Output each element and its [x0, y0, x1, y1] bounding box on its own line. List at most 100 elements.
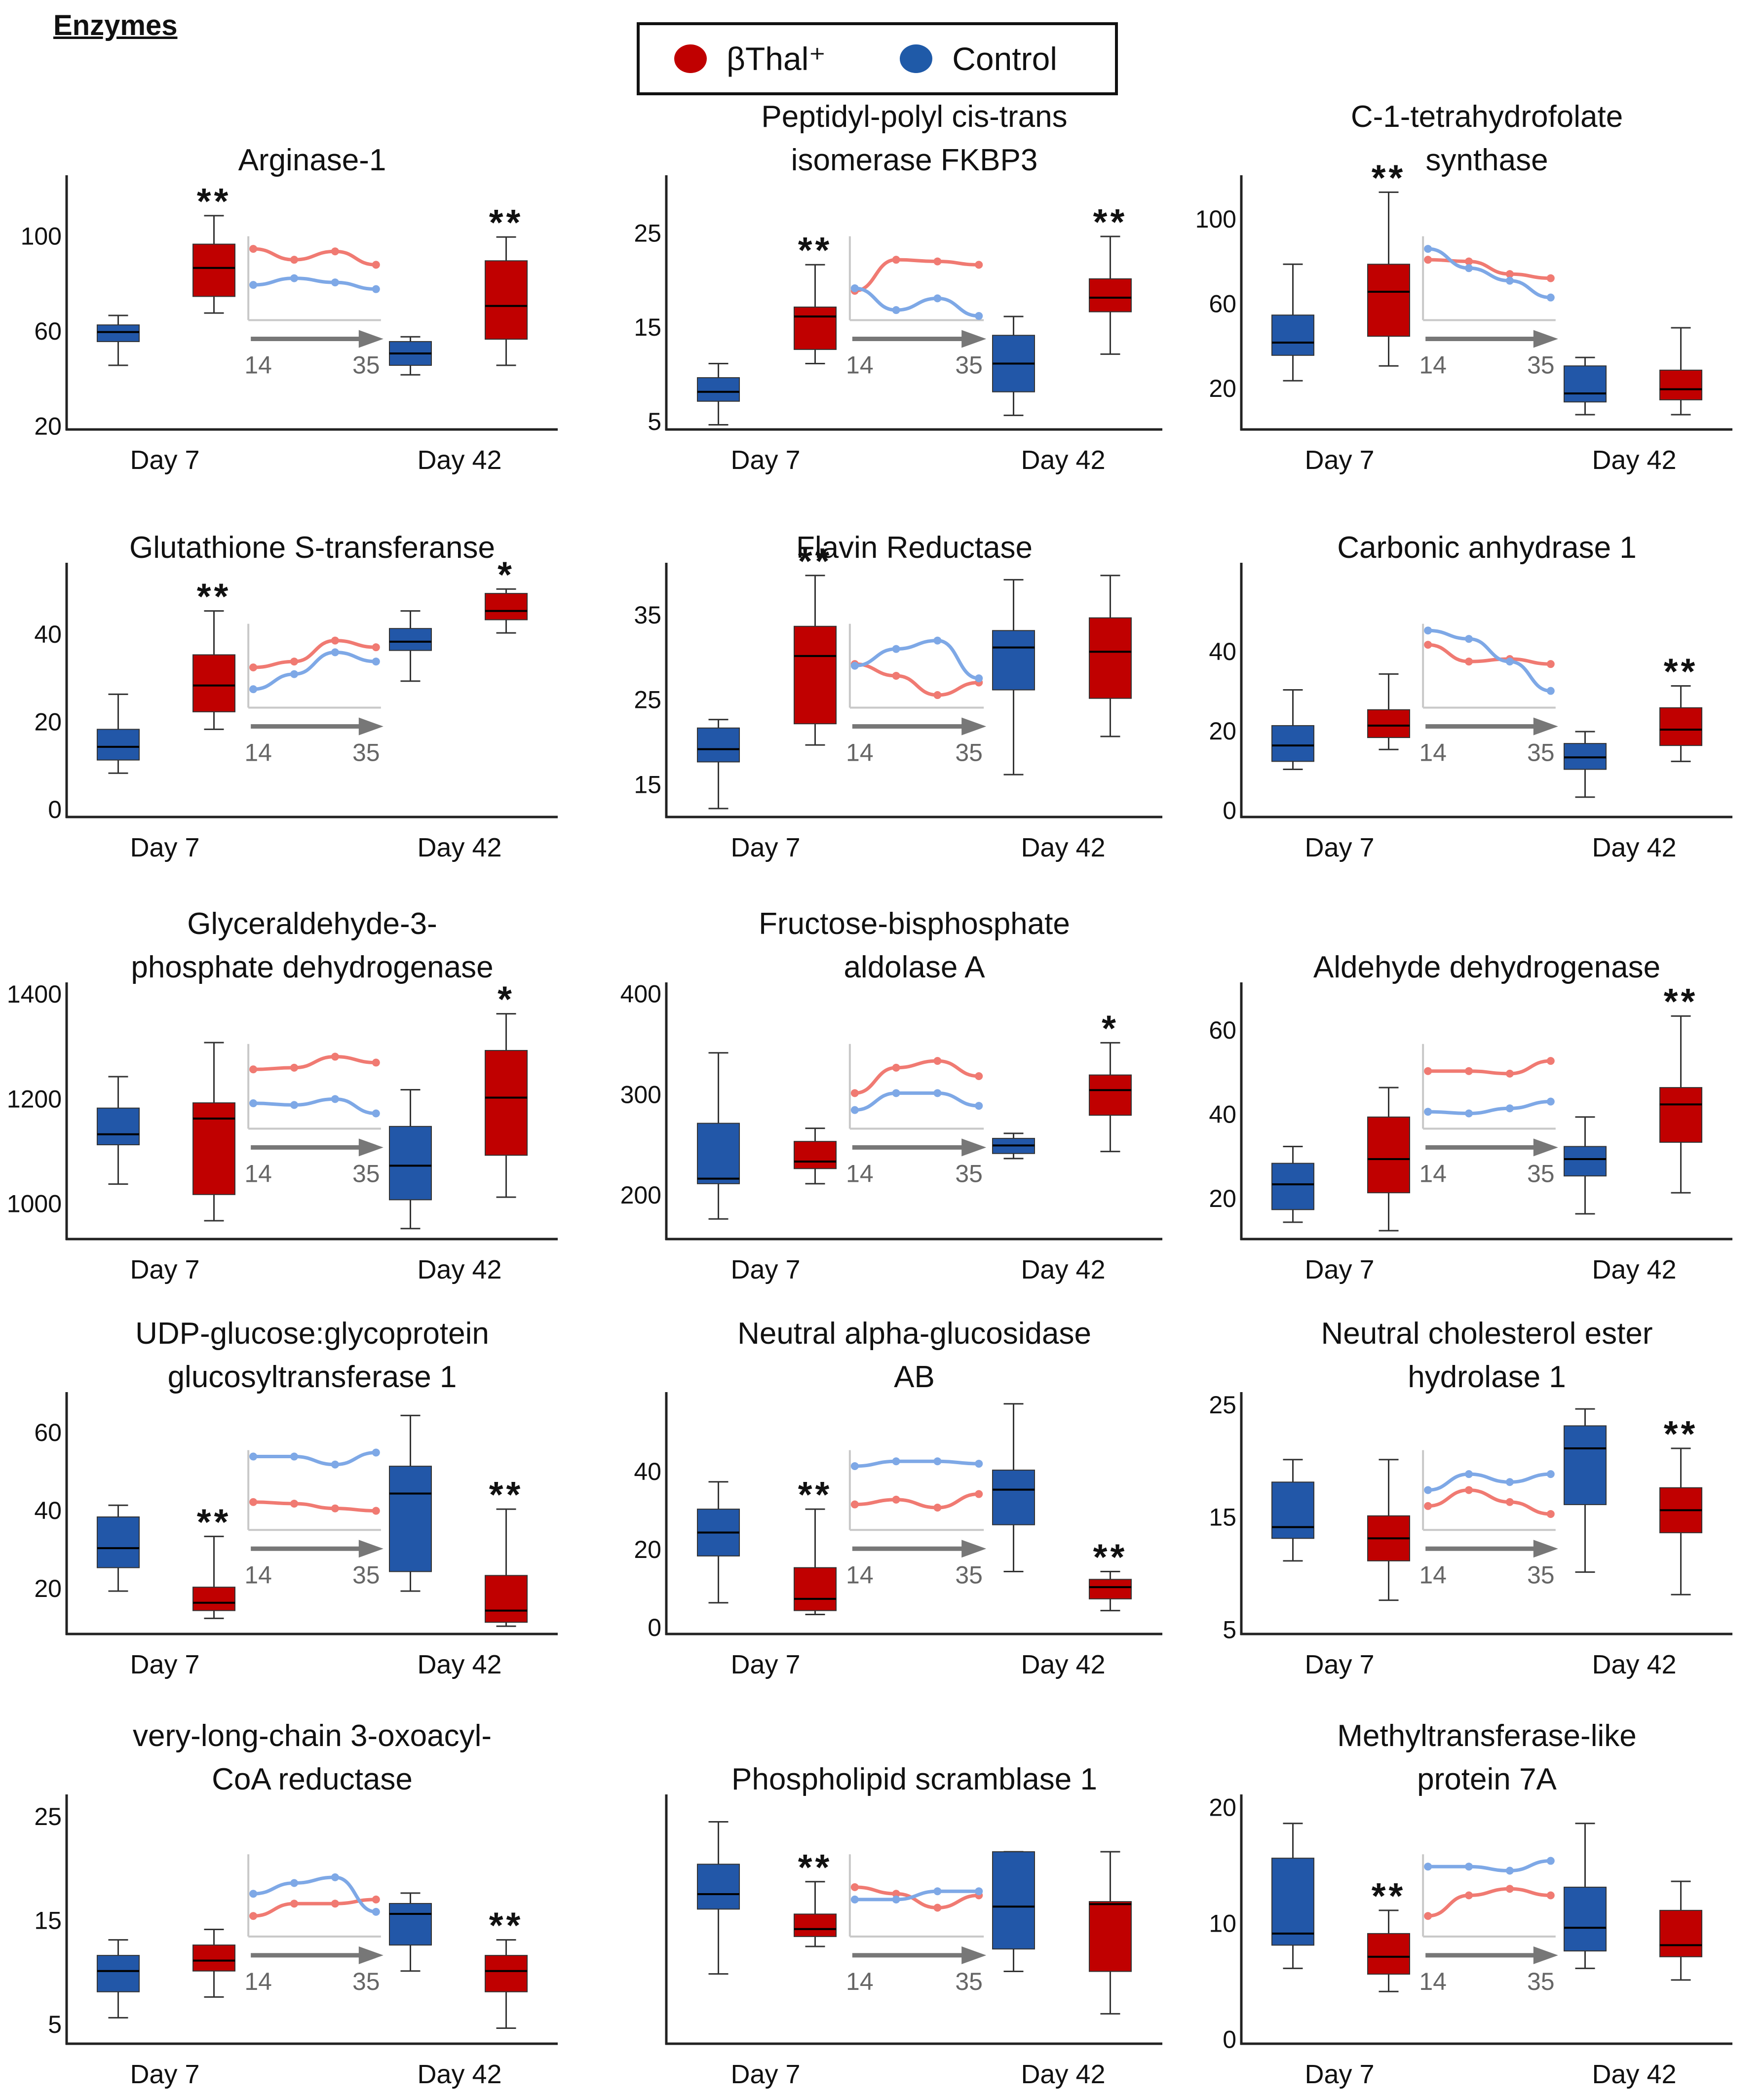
box-iqr [794, 1141, 837, 1169]
legend-item-control: Control [900, 40, 1057, 78]
chart-9: Aldehyde dehydrogenase 20 40 60 Day 7 Day 42 *… [1209, 950, 1732, 1284]
chart-title-line: Carbonic anhydrase 1 [1337, 531, 1637, 565]
box-control-day42 [1564, 1116, 1607, 1215]
inset-line-thal [1428, 643, 1551, 666]
box-iqr [389, 628, 432, 651]
inset-arrow-head [961, 717, 987, 736]
box-thal-day7 [192, 1535, 235, 1619]
box-control-day7 [96, 1939, 140, 2019]
inset-point-thal [290, 1499, 299, 1508]
inset-x-start-label: 14 [244, 1561, 272, 1589]
inset-point-control [249, 281, 258, 289]
y-tick-label: 40 [34, 1497, 62, 1524]
box-control-day7 [697, 1481, 740, 1604]
box-iqr [192, 1944, 235, 1972]
box-control-day42 [1564, 356, 1607, 416]
box-iqr [96, 1107, 140, 1145]
box-thal-day7 [1367, 191, 1410, 367]
x-category-label: Day 7 [1304, 1650, 1374, 1679]
significance-marker: ** [1664, 1413, 1698, 1454]
inset-trend: 14 35 [244, 623, 383, 767]
chart-8: Fructose-bisphosphate aldolase A 200 300 400… [620, 907, 1162, 1284]
inset-trend: 14 35 [244, 1854, 383, 1995]
chart-15: Methyltransferase-like protein 7A 0 10 20 Day… [1209, 1719, 1732, 2089]
inset-x-start-label: 14 [846, 739, 874, 767]
chart-title-line: C-1-tetrahydrofolate [1351, 100, 1623, 134]
inset-point-control [249, 1890, 258, 1898]
box-iqr [1367, 1116, 1410, 1194]
y-tick-label: 25 [34, 1803, 62, 1830]
inset-point-thal [1465, 1486, 1473, 1494]
inset-trend: 14 35 [1419, 1450, 1558, 1589]
inset-point-thal [892, 1495, 900, 1504]
inset-line-control [1427, 247, 1551, 300]
box-thal-day42 [1088, 575, 1132, 738]
inset-line-thal [854, 1059, 979, 1095]
inset-point-thal [372, 643, 380, 652]
y-tick-label: 0 [1223, 2025, 1236, 2053]
chart-13: very-long-chain 3-oxoacyl- CoA reductase 5… [34, 1719, 558, 2089]
inset-point-thal [1465, 1067, 1473, 1075]
inset-point-control [1424, 1108, 1432, 1116]
inset-point-control [1465, 1863, 1473, 1871]
inset-x-end-label: 35 [955, 739, 983, 767]
chart-title-line: phosphate dehydrogenase [131, 950, 493, 984]
inset-x-end-label: 35 [1527, 351, 1555, 379]
significance-marker: ** [1093, 201, 1128, 242]
inset-line-thal [1427, 1887, 1551, 1918]
box-iqr [1271, 1858, 1314, 1946]
significance-marker: ** [489, 1905, 524, 1946]
inset-x-end-label: 35 [1527, 1160, 1555, 1187]
inset-point-control [892, 1089, 900, 1097]
inset-line-control [854, 639, 979, 680]
inset-line-control [253, 1450, 376, 1467]
inset-arrow-head [358, 1540, 383, 1558]
x-category-label: Day 42 [1592, 1650, 1676, 1679]
inset-arrow-head [358, 1138, 383, 1157]
box-iqr [1088, 1579, 1132, 1599]
inset-trend: 14 35 [846, 1450, 987, 1589]
box-iqr [1271, 1481, 1314, 1539]
inset-x-start-label: 14 [1419, 1968, 1447, 1995]
x-category-label: Day 42 [1021, 833, 1105, 862]
chart-title-line: Fructose-bisphosphate [759, 907, 1070, 941]
inset-point-thal [1505, 270, 1514, 278]
y-tick-label: 25 [634, 219, 661, 247]
inset-point-control [933, 294, 942, 303]
inset-point-thal [249, 1498, 258, 1506]
inset-point-control [892, 1457, 900, 1466]
inset-line-thal [253, 1500, 376, 1513]
box-control-day42 [389, 1414, 432, 1592]
y-tick-label: 40 [634, 1458, 661, 1485]
y-tick-label: 35 [634, 601, 661, 629]
box-thal-day42 [1659, 1447, 1703, 1595]
x-category-label: Day 7 [1304, 833, 1374, 862]
inset-point-thal [290, 658, 299, 666]
inset-point-control [1546, 1470, 1555, 1478]
inset-point-control [1424, 1863, 1432, 1871]
inset-x-end-label: 35 [1527, 1561, 1555, 1589]
y-tick-label: 40 [1209, 638, 1236, 665]
inset-point-thal [1424, 641, 1432, 649]
box-iqr [794, 307, 837, 350]
box-iqr [485, 1955, 528, 1992]
x-category-label: Day 42 [1021, 1650, 1105, 1679]
y-tick-label: 20 [1209, 717, 1236, 745]
inset-point-control [1546, 1857, 1555, 1865]
box-control-day42 [992, 579, 1035, 776]
significance-marker: ** [1664, 651, 1698, 692]
y-tick-label: 15 [634, 771, 661, 798]
y-tick-label: 1400 [7, 980, 62, 1008]
inset-line-thal [1428, 1488, 1551, 1516]
inset-point-control [372, 1448, 380, 1457]
chart-title-line: UDP-glucose:glycoprotein [135, 1317, 489, 1351]
x-category-label: Day 7 [1304, 2060, 1374, 2089]
inset-arrow-head [961, 1540, 987, 1558]
inset-x-end-label: 35 [352, 1561, 380, 1589]
inset-point-thal [933, 691, 942, 700]
box-iqr [1564, 1425, 1607, 1505]
y-tick-label: 0 [648, 1614, 661, 1641]
inset-x-start-label: 14 [244, 351, 272, 379]
x-category-label: Day 7 [1304, 1255, 1374, 1284]
inset-point-control [331, 278, 339, 287]
